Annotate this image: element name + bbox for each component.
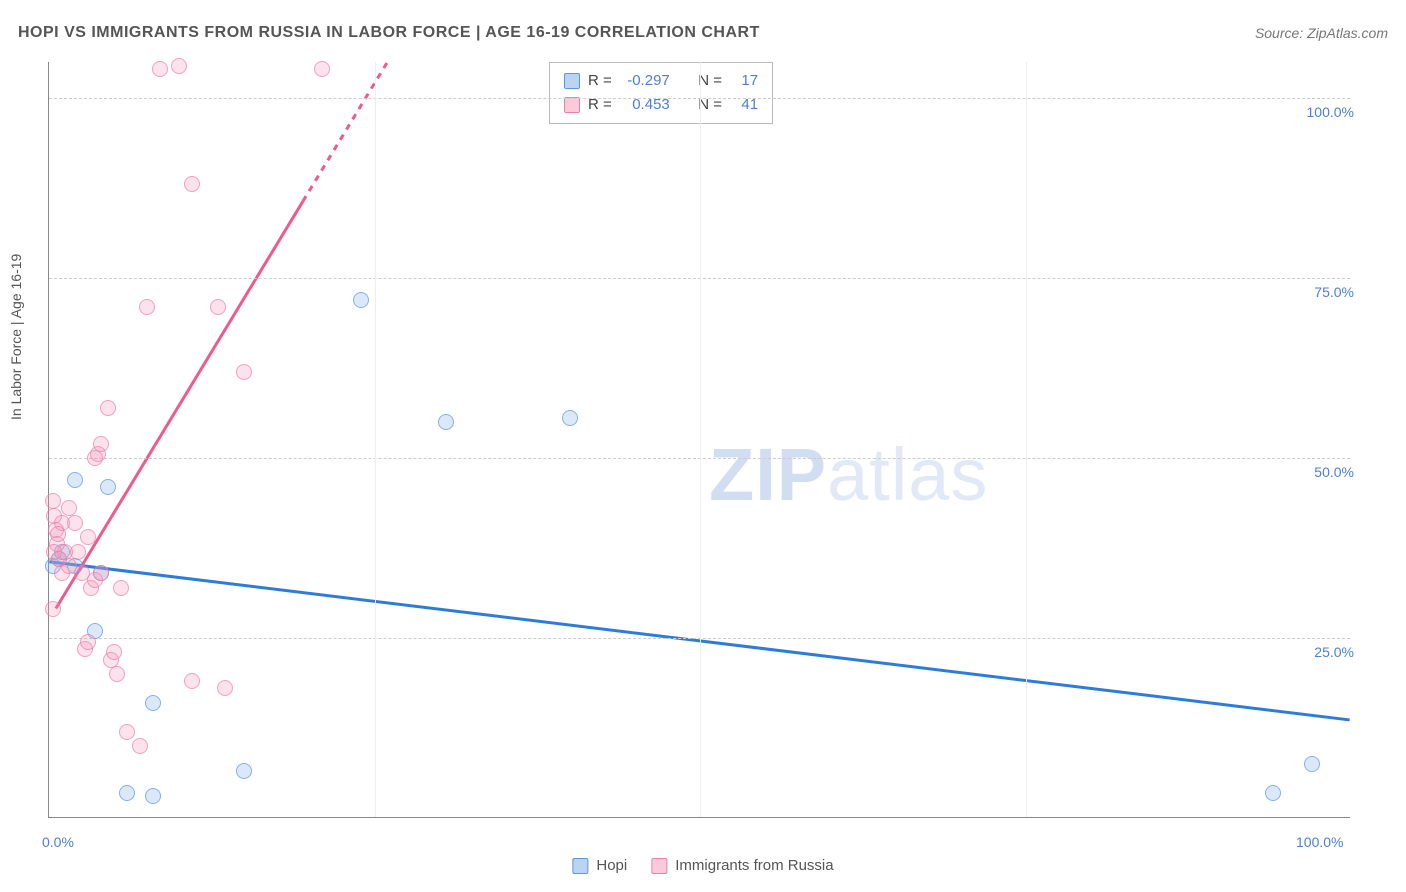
watermark: ZIPatlas [709,432,988,517]
data-point [109,666,125,682]
x-tick-label: 0.0% [42,834,74,850]
stat-n-label: N = [698,69,722,93]
stat-n-label: N = [698,93,722,117]
chart-title: HOPI VS IMMIGRANTS FROM RUSSIA IN LABOR … [18,24,760,42]
bottom-legend: Hopi Immigrants from Russia [572,857,833,874]
y-axis-label: In Labor Force | Age 16-19 [8,254,24,420]
legend-label: Hopi [596,857,627,874]
data-point [152,61,168,77]
data-point [100,479,116,495]
data-point [1304,756,1320,772]
data-point [184,176,200,192]
legend-label: Immigrants from Russia [675,857,833,874]
data-point [80,634,96,650]
data-point [438,414,454,430]
data-point [145,788,161,804]
data-point [93,436,109,452]
stat-n-value: 17 [730,69,758,93]
series-swatch-icon [564,73,580,89]
source-credit: Source: ZipAtlas.com [1255,25,1388,41]
data-point [184,673,200,689]
y-tick-label: 100.0% [1294,104,1354,120]
series-swatch-icon [651,858,667,874]
data-point [210,299,226,315]
data-point [119,785,135,801]
data-point [67,515,83,531]
stats-legend: R = -0.297 N = 17 R = 0.453 N = 41 [549,62,773,124]
stats-row: R = 0.453 N = 41 [564,93,758,117]
stat-r-label: R = [588,93,612,117]
data-point [46,544,62,560]
watermark-zip: ZIP [709,433,827,516]
series-swatch-icon [572,858,588,874]
title-bar: HOPI VS IMMIGRANTS FROM RUSSIA IN LABOR … [18,18,1388,48]
y-tick-label: 50.0% [1294,464,1354,480]
data-point [145,695,161,711]
data-point [61,500,77,516]
data-point [353,292,369,308]
x-tick-label: 100.0% [1296,834,1343,850]
data-point [70,544,86,560]
grid-line-v [700,62,701,817]
data-point [50,526,66,542]
chart-plot-area: ZIPatlas R = -0.297 N = 17 R = 0.453 N = 41 [48,62,1350,818]
watermark-atlas: atlas [827,433,988,516]
data-point [113,580,129,596]
stat-r-label: R = [588,69,612,93]
y-tick-label: 25.0% [1294,644,1354,660]
data-point [80,529,96,545]
data-point [1265,785,1281,801]
data-point [171,58,187,74]
stat-r-value: -0.297 [620,69,670,93]
data-point [139,299,155,315]
legend-item: Immigrants from Russia [651,857,833,874]
data-point [100,400,116,416]
stat-n-value: 41 [730,93,758,117]
grid-line-v [1026,62,1027,817]
data-point [67,472,83,488]
y-tick-label: 75.0% [1294,284,1354,300]
grid-line-v [375,62,376,817]
data-point [93,565,109,581]
data-point [119,724,135,740]
data-point [132,738,148,754]
data-point [236,763,252,779]
stats-row: R = -0.297 N = 17 [564,69,758,93]
data-point [217,680,233,696]
stat-r-value: 0.453 [620,93,670,117]
data-point [45,601,61,617]
series-swatch-icon [564,97,580,113]
data-point [106,644,122,660]
data-point [314,61,330,77]
data-point [562,410,578,426]
data-point [236,364,252,380]
legend-item: Hopi [572,857,627,874]
